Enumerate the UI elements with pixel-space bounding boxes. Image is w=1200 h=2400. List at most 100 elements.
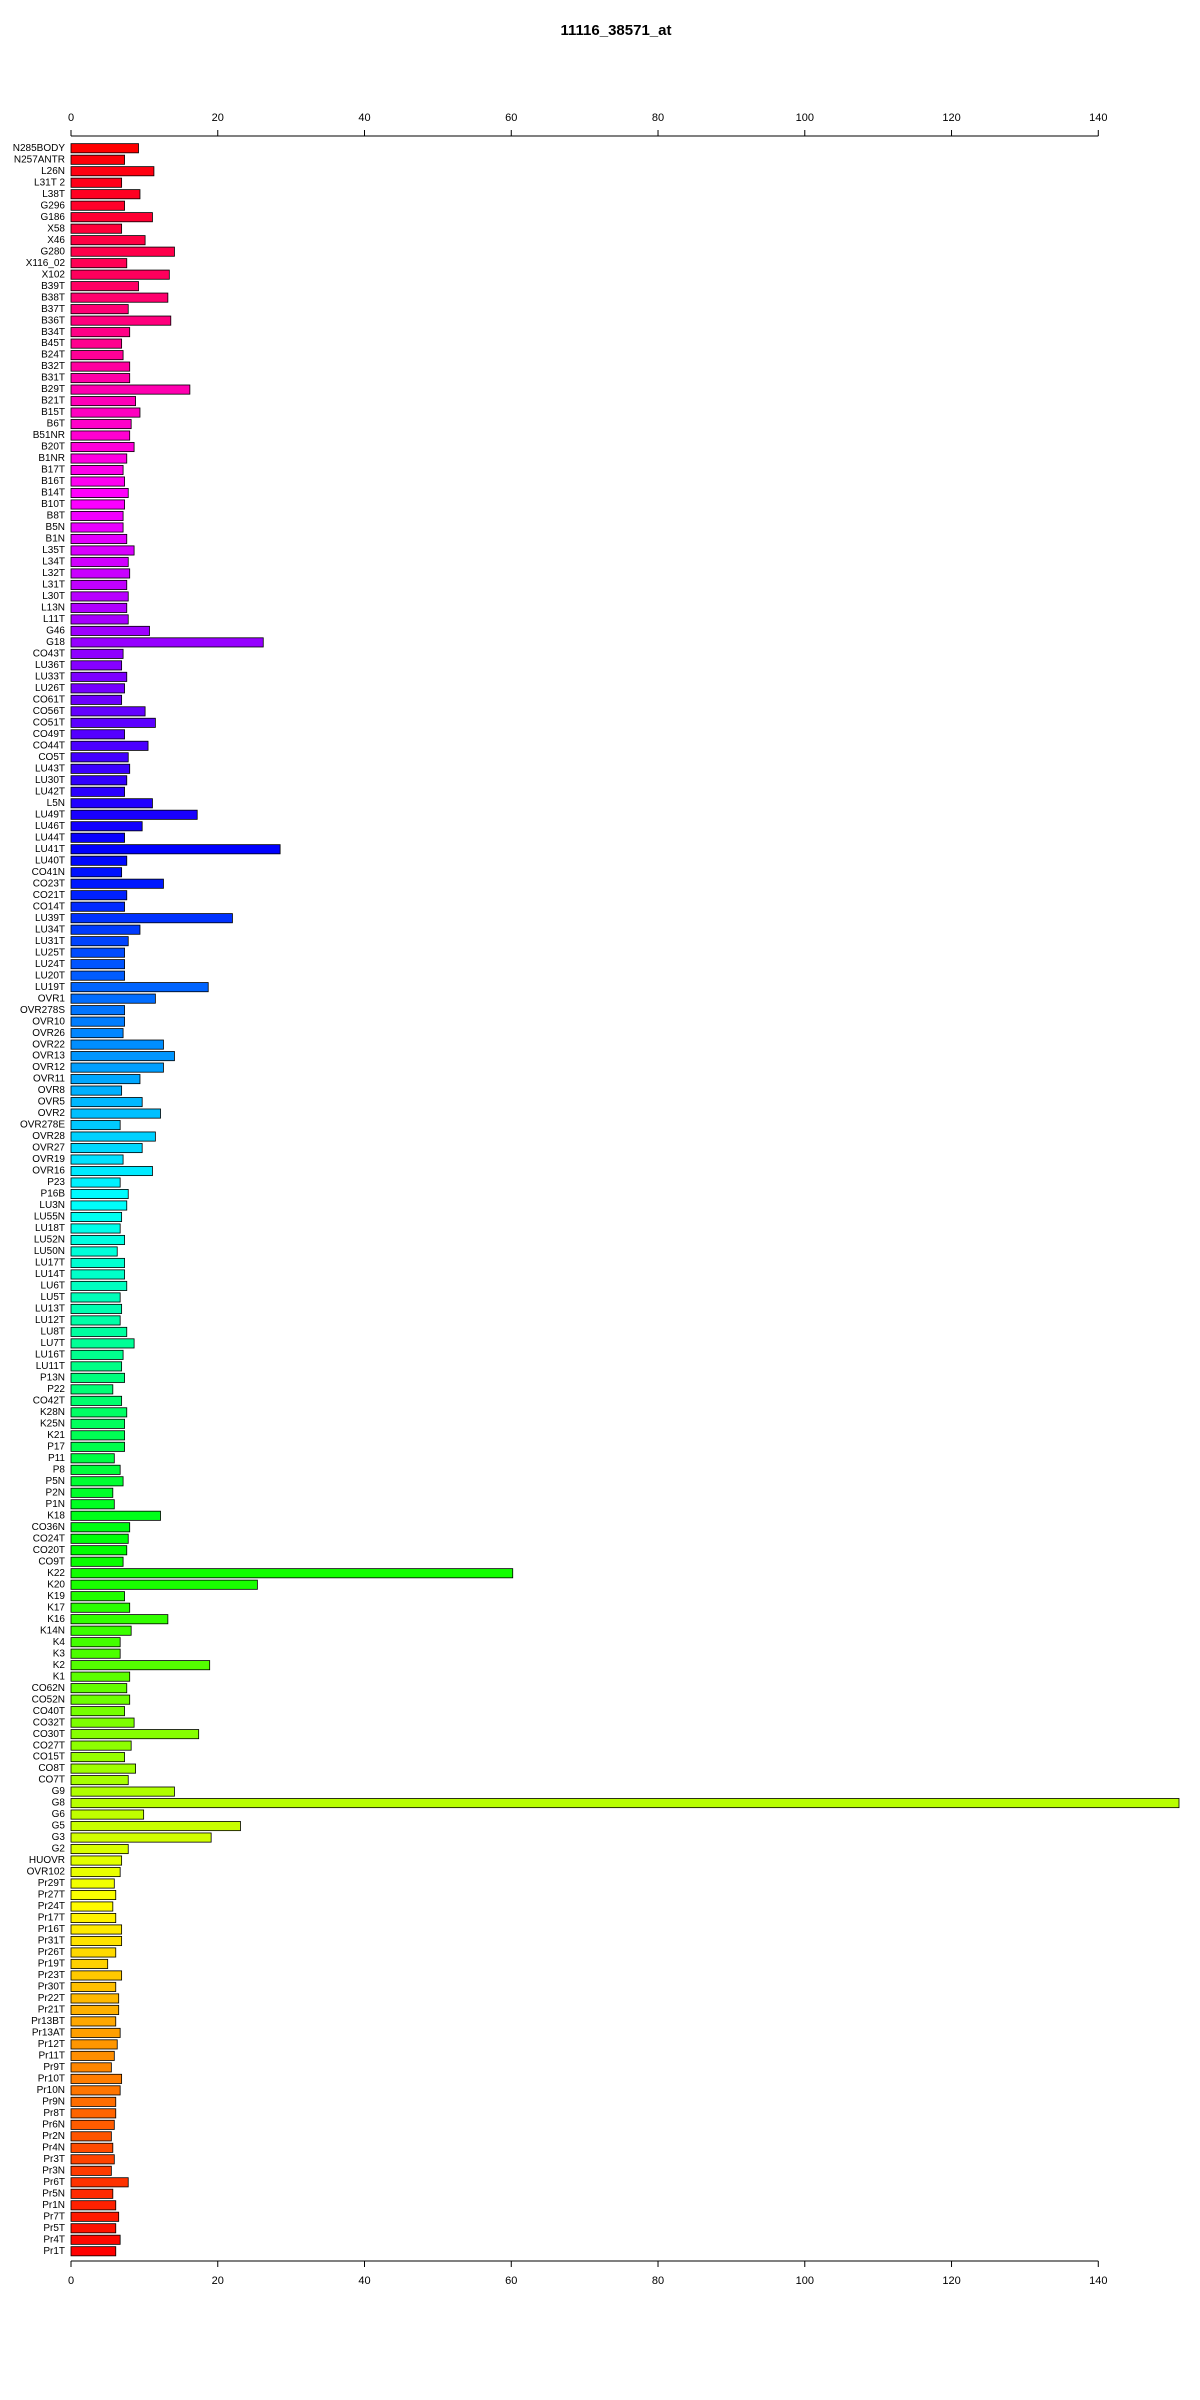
y-tick-label: LU12T: [35, 1315, 65, 1326]
y-tick-label: LU25T: [35, 947, 65, 958]
y-tick-label: K25N: [40, 1418, 65, 1429]
y-tick-label: N257ANTR: [14, 154, 65, 165]
y-tick-label: P17: [47, 1441, 65, 1452]
x-tick-label: 40: [358, 2275, 370, 2287]
bar: [70, 2096, 117, 2107]
y-tick-label: LU49T: [35, 809, 65, 820]
y-tick-label: CO49T: [33, 729, 65, 740]
bar: [70, 1752, 125, 1763]
bar: [70, 1441, 125, 1452]
y-tick-label: B16T: [41, 476, 65, 487]
y-tick-label: Pr10T: [38, 2074, 65, 2085]
y-tick-label: OVR27: [32, 1143, 65, 1154]
x-tick-label: 120: [942, 112, 960, 124]
bar: [70, 2050, 115, 2061]
y-tick-label: Pr6N: [42, 2119, 65, 2130]
bar: [70, 717, 156, 728]
y-tick-label: Pr31T: [38, 1936, 65, 1947]
bar: [70, 350, 124, 361]
bar: [70, 947, 125, 958]
bar: [70, 1223, 121, 1234]
y-tick-label: Pr9N: [42, 2097, 65, 2108]
bar: [70, 1878, 115, 1889]
bar: [70, 556, 129, 567]
y-tick-label: P5N: [46, 1476, 65, 1487]
y-tick-label: Pr17T: [38, 1913, 65, 1924]
bar: [70, 1303, 123, 1314]
y-tick-label: OVR16: [32, 1166, 65, 1177]
y-tick-label: OVR26: [32, 1028, 65, 1039]
bar: [70, 2188, 114, 2199]
bar: [70, 1694, 131, 1705]
y-tick-label: Pr9T: [43, 2062, 65, 2073]
y-tick-label: LU14T: [35, 1269, 65, 1280]
bar: [70, 315, 172, 326]
bar: [70, 1545, 128, 1556]
y-tick-label: G3: [52, 1832, 66, 1843]
y-tick-label: OVR13: [32, 1051, 65, 1062]
y-tick-label: CO32T: [33, 1717, 65, 1728]
bar: [70, 591, 129, 602]
y-tick-label: OVR19: [32, 1154, 65, 1165]
y-tick-label: Pr24T: [38, 1901, 65, 1912]
bar: [70, 522, 124, 533]
y-tick-label: P16B: [41, 1189, 66, 1200]
bar: [70, 844, 281, 855]
x-tick-label: 0: [68, 112, 74, 124]
y-tick-label: LU36T: [35, 660, 65, 671]
y-tick-label: B34T: [41, 327, 65, 338]
y-tick-label: CO41N: [32, 867, 65, 878]
bar: [70, 1533, 129, 1544]
bar: [70, 1970, 123, 1981]
bar: [70, 694, 123, 705]
y-tick-label: Pr13AT: [32, 2028, 65, 2039]
bar: [70, 1763, 136, 1774]
y-tick-label: CO20T: [33, 1545, 65, 1556]
x-tick-label: 80: [652, 2275, 664, 2287]
y-tick-label: LU16T: [35, 1350, 65, 1361]
y-tick-label: L31T: [42, 580, 65, 591]
bar: [70, 1993, 120, 2004]
y-tick-label: L38T: [42, 189, 65, 200]
y-tick-label: K18: [47, 1510, 65, 1521]
bar: [70, 407, 141, 418]
bar: [70, 1108, 161, 1119]
bar: [70, 2131, 112, 2142]
y-tick-label: LU41T: [35, 844, 65, 855]
y-tick-label: CO56T: [33, 706, 65, 717]
y-tick-label: LU55N: [34, 1212, 65, 1223]
x-tick-label: 60: [505, 2275, 517, 2287]
bar: [70, 798, 153, 809]
x-tick-label: 0: [68, 2275, 74, 2287]
bar: [70, 200, 125, 211]
bar: [70, 936, 129, 947]
y-tick-label: K22: [47, 1568, 65, 1579]
y-tick-label: CO9T: [38, 1556, 65, 1567]
x-tick-label: 20: [212, 112, 224, 124]
bar: [70, 740, 149, 751]
y-tick-label: Pr16T: [38, 1924, 65, 1935]
bar: [70, 396, 136, 407]
y-tick-label: LU18T: [35, 1223, 65, 1234]
bar: [70, 1407, 128, 1418]
y-tick-label: Pr2N: [42, 2131, 65, 2142]
bar: [70, 1200, 128, 1211]
bar: [70, 602, 128, 613]
bar: [70, 1028, 124, 1039]
y-tick-label: K3: [53, 1648, 66, 1659]
bar: [70, 212, 153, 223]
y-tick-label: P8: [53, 1464, 66, 1475]
y-tick-label: B10T: [41, 499, 65, 510]
bar: [70, 1051, 175, 1062]
y-tick-label: LU46T: [35, 821, 65, 832]
bar: [70, 1349, 124, 1360]
y-tick-label: G2: [52, 1844, 66, 1855]
bar: [70, 361, 131, 372]
bar: [70, 579, 128, 590]
y-tick-label: CO52N: [32, 1694, 65, 1705]
y-tick-label: X46: [47, 235, 65, 246]
y-tick-label: Pr8T: [43, 2108, 65, 2119]
y-tick-label: LU43T: [35, 763, 65, 774]
bar: [70, 1189, 129, 1200]
